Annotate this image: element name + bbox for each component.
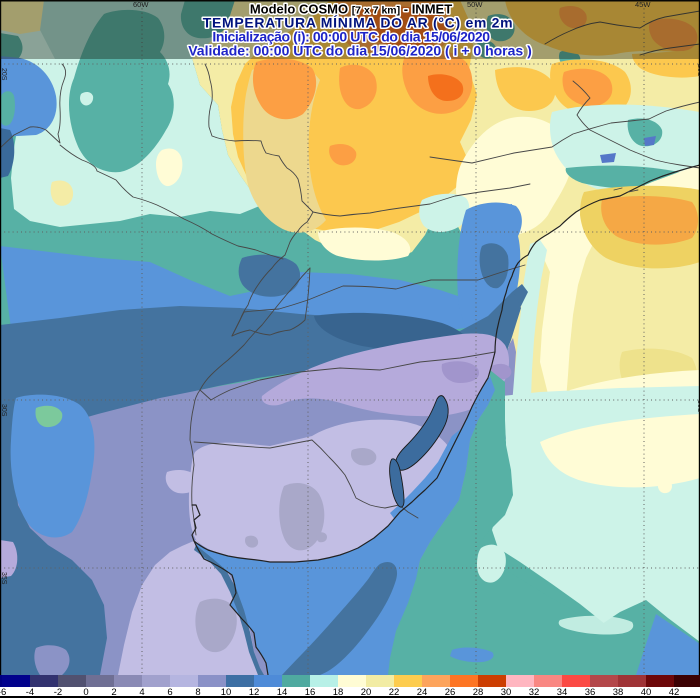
svg-text:4: 4 <box>139 687 144 698</box>
svg-text:22: 22 <box>389 687 400 698</box>
svg-text:20: 20 <box>361 687 372 698</box>
svg-text:12: 12 <box>249 687 260 698</box>
svg-text:34: 34 <box>557 687 568 698</box>
svg-text:-4: -4 <box>26 687 34 698</box>
svg-text:Inicialização (i): 00:00 UTC d: Inicialização (i): 00:00 UTC do dia 15/0… <box>212 29 490 45</box>
svg-text:14: 14 <box>277 687 288 698</box>
svg-text:45W: 45W <box>635 0 651 9</box>
svg-text:2: 2 <box>111 687 116 698</box>
svg-text:50W: 50W <box>467 0 483 9</box>
svg-text:38: 38 <box>613 687 624 698</box>
svg-text:35S: 35S <box>0 572 7 585</box>
svg-text:40: 40 <box>641 687 652 698</box>
svg-text:26: 26 <box>445 687 456 698</box>
svg-text:28: 28 <box>473 687 484 698</box>
svg-text:42: 42 <box>669 687 680 698</box>
svg-text:60W: 60W <box>133 0 149 9</box>
svg-text:30S: 30S <box>0 404 7 417</box>
svg-text:16: 16 <box>305 687 316 698</box>
svg-text:6: 6 <box>167 687 172 698</box>
svg-text:30: 30 <box>501 687 512 698</box>
svg-text:8: 8 <box>195 687 200 698</box>
svg-text:10: 10 <box>221 687 232 698</box>
svg-text:Modelo COSMO [7 x 7 km] - INME: Modelo COSMO [7 x 7 km] - INMET <box>250 2 452 17</box>
svg-text:0: 0 <box>83 687 88 698</box>
svg-text:18: 18 <box>333 687 344 698</box>
svg-text:20S: 20S <box>0 68 7 81</box>
svg-text:-2: -2 <box>54 687 62 698</box>
svg-text:-6: -6 <box>0 687 6 698</box>
svg-text:36: 36 <box>585 687 596 698</box>
svg-text:20S: 20S <box>696 64 700 77</box>
svg-text:32: 32 <box>529 687 540 698</box>
svg-text:TEMPERATURA MÍNIMA DO AR (°C): TEMPERATURA MÍNIMA DO AR (°C) em 2m <box>203 15 514 31</box>
svg-text:Validade: 00:00 UTC do dia 15/: Validade: 00:00 UTC do dia 15/06/2020 ( … <box>188 43 532 59</box>
svg-text:24: 24 <box>417 687 428 698</box>
svg-text:30S: 30S <box>696 400 700 413</box>
